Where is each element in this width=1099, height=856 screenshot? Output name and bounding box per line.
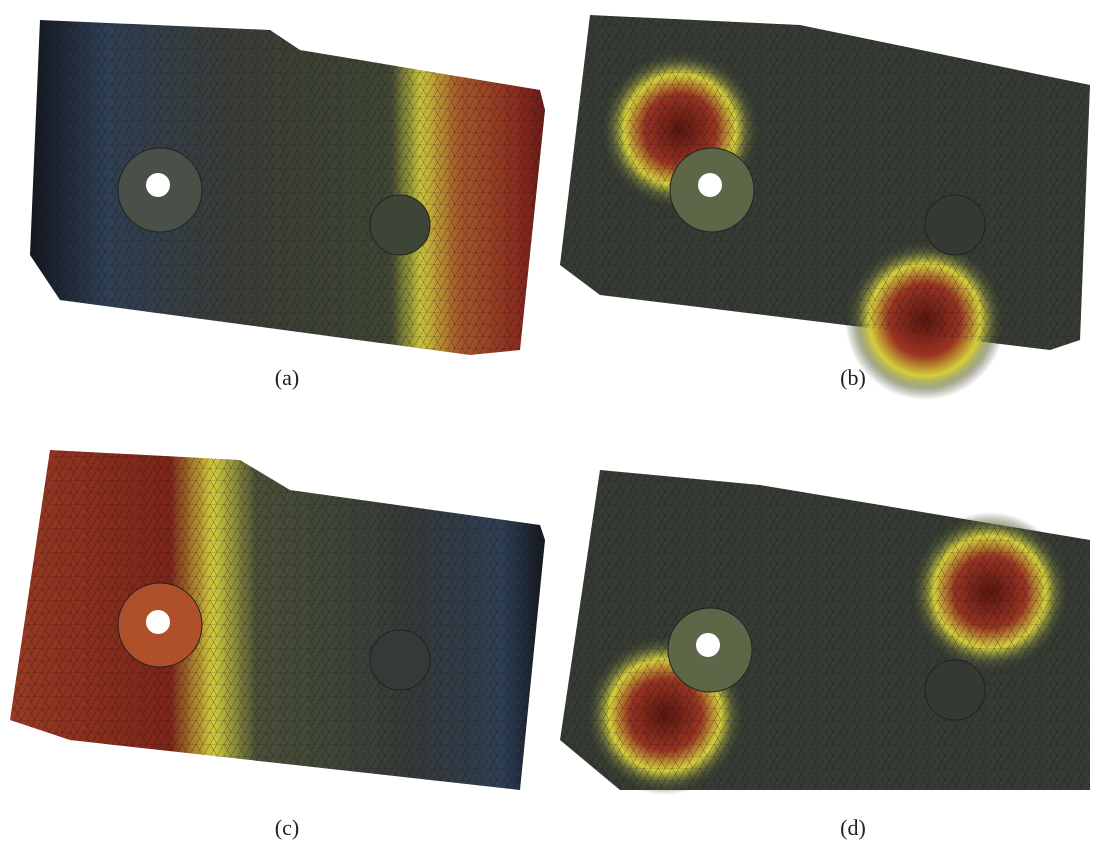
- panel-label: (b): [840, 365, 866, 390]
- boss: [370, 195, 430, 255]
- panel-c: (c): [10, 450, 545, 840]
- mesh-lines: [30, 20, 545, 355]
- mesh-lines: [10, 450, 545, 790]
- hole: [146, 610, 170, 634]
- hole: [146, 173, 170, 197]
- boss: [370, 630, 430, 690]
- boss: [925, 195, 985, 255]
- mesh-lines: [560, 15, 1090, 350]
- figure: (a) (b) (c) (d): [0, 0, 1099, 856]
- panel-label: (d): [840, 815, 866, 840]
- hole: [698, 173, 722, 197]
- panel-label: (a): [275, 365, 299, 390]
- panel-b: (b): [560, 15, 1090, 400]
- panel-label: (c): [275, 815, 299, 840]
- hole: [696, 633, 720, 657]
- panel-d: (d): [560, 470, 1090, 840]
- boss: [925, 660, 985, 720]
- panel-a: (a): [30, 20, 545, 390]
